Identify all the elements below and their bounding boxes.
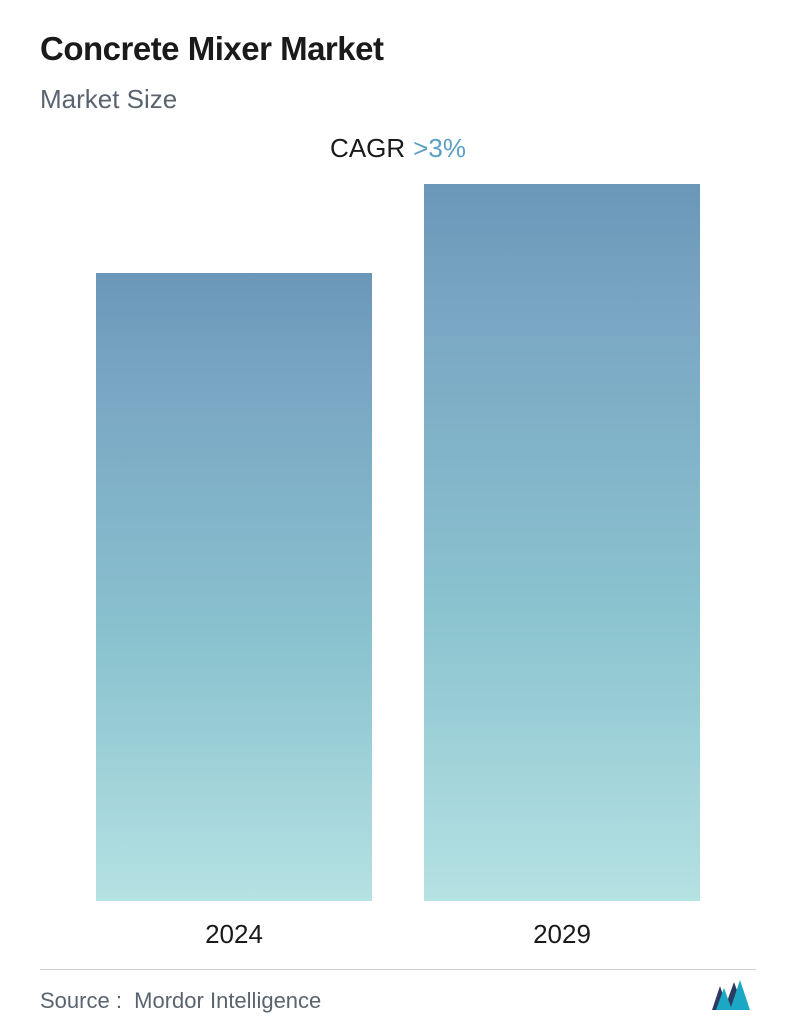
bar-group-2029: 2029 (424, 184, 700, 950)
chart-area: 2024 2029 (40, 184, 756, 1010)
source-name: Mordor Intelligence (134, 988, 321, 1013)
bar-label-2029: 2029 (533, 919, 591, 950)
footer-divider (40, 969, 756, 970)
footer: Source : Mordor Intelligence (40, 978, 756, 1014)
bar-2029 (424, 184, 700, 901)
bar-2024 (96, 273, 372, 901)
bar-group-2024: 2024 (96, 184, 372, 950)
chart-container: Concrete Mixer Market Market Size CAGR >3… (0, 0, 796, 1034)
mordor-logo-icon (708, 978, 756, 1014)
cagr-row: CAGR >3% (40, 133, 756, 164)
chart-title: Concrete Mixer Market (40, 30, 756, 68)
cagr-label: CAGR (330, 133, 405, 163)
cagr-value: >3% (413, 133, 466, 163)
source-text: Source : Mordor Intelligence (40, 988, 321, 1014)
bars-wrapper: 2024 2029 (40, 184, 756, 950)
source-label: Source : (40, 988, 122, 1013)
chart-subtitle: Market Size (40, 84, 756, 115)
bar-label-2024: 2024 (205, 919, 263, 950)
